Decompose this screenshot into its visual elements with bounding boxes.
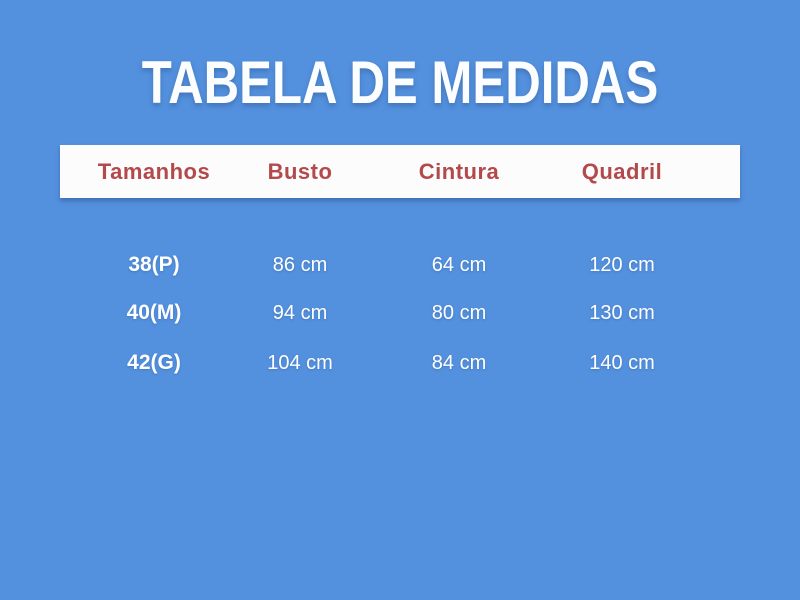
busto-cell: 94 cm <box>272 301 328 324</box>
table-header: Tamanhos Busto Cintura Quadril <box>60 145 740 198</box>
busto-cell: 86 cm <box>272 253 328 276</box>
column-header-quadril: Quadril <box>581 158 663 184</box>
size-cell: 38(P) <box>128 253 180 276</box>
table-row: 38(P) 86 cm 64 cm 120 cm <box>60 240 740 290</box>
busto-cell: 104 cm <box>267 351 333 374</box>
size-cell: 40(M) <box>126 301 182 324</box>
quadril-cell: 140 cm <box>589 351 655 374</box>
column-header-busto: Busto <box>267 158 333 184</box>
cintura-cell: 84 cm <box>431 351 487 374</box>
cintura-cell: 64 cm <box>431 253 487 276</box>
page-title: TABELA DE MEDIDAS <box>0 52 800 114</box>
size-cell: 42(G) <box>127 351 181 374</box>
table-row: 40(M) 94 cm 80 cm 130 cm <box>60 288 740 338</box>
column-header-cintura: Cintura <box>418 158 500 184</box>
quadril-cell: 120 cm <box>589 253 655 276</box>
quadril-cell: 130 cm <box>589 301 655 324</box>
page-title-text: TABELA DE MEDIDAS <box>141 49 659 116</box>
table-row: 42(G) 104 cm 84 cm 140 cm <box>60 338 740 388</box>
cintura-cell: 80 cm <box>431 301 487 324</box>
column-header-tamanhos: Tamanhos <box>97 158 211 184</box>
